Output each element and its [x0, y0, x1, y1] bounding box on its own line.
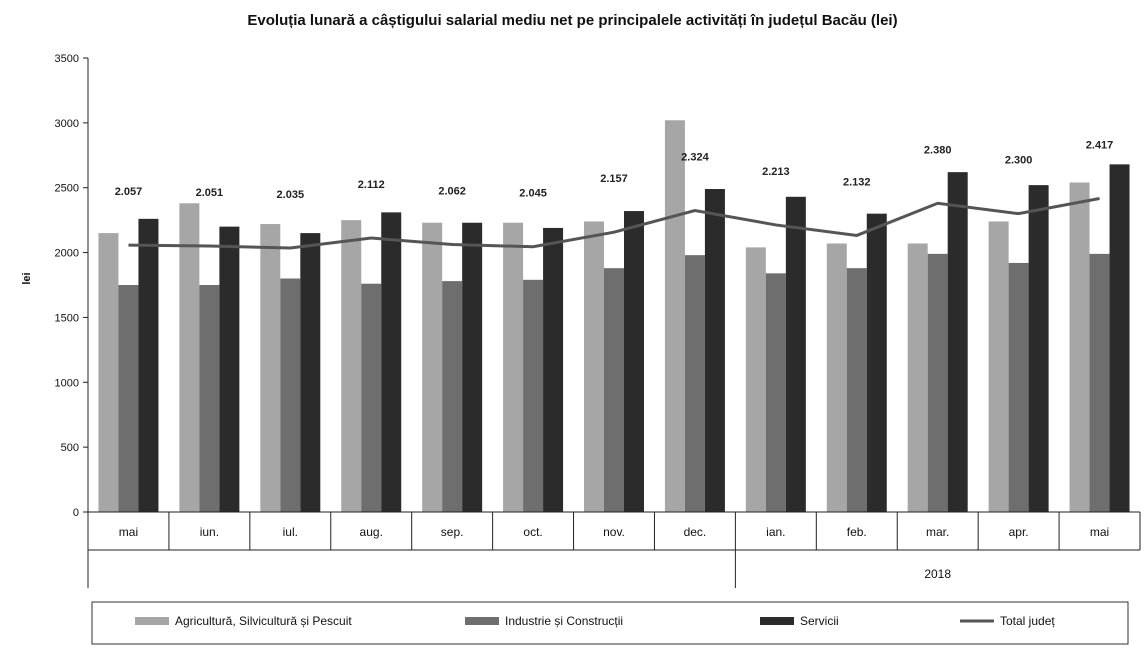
bar — [361, 283, 382, 512]
bar — [543, 227, 564, 512]
x-tick-label: nov. — [603, 525, 625, 539]
bar — [260, 224, 281, 512]
legend-box — [91, 601, 1129, 645]
bar — [1069, 182, 1090, 513]
bar — [219, 226, 240, 512]
bar — [300, 233, 321, 512]
bar — [604, 268, 624, 512]
bar — [907, 243, 928, 512]
bar — [927, 253, 948, 512]
bar — [584, 221, 604, 512]
legend-label: Industrie și Construcții — [505, 614, 623, 628]
bar — [684, 255, 705, 512]
data-label: 2.157 — [600, 173, 628, 185]
data-label: 2.051 — [196, 187, 224, 199]
bar — [1109, 164, 1130, 512]
bar — [98, 233, 119, 512]
data-label: 2.112 — [358, 179, 385, 191]
x-tick-label: mar. — [926, 525, 949, 539]
bar — [846, 268, 867, 512]
bar — [422, 222, 443, 513]
x-tick-label: mai — [119, 525, 138, 539]
y-tick-label: 1500 — [55, 312, 79, 324]
bar — [381, 212, 402, 513]
x-tick-label: iul. — [283, 525, 298, 539]
data-label: 2.057 — [115, 186, 143, 198]
year-label: 2018 — [924, 567, 951, 581]
bar — [1028, 185, 1049, 512]
total-line-group: 2.057 2.051 2.035 2.112 2.062 2.045 2.157 2.324… — [115, 139, 1114, 250]
bar — [704, 189, 725, 513]
data-label: 2.213 — [762, 166, 790, 178]
data-label: 2.324 — [681, 152, 709, 164]
legend: Agricultură, Silvicultură și Pescuit Indu… — [91, 601, 1129, 645]
bar — [1089, 253, 1110, 512]
x-tick-label: oct. — [523, 525, 542, 539]
data-label: 2.045 — [519, 188, 547, 200]
x-tick-label: ian. — [766, 525, 785, 539]
y-tick-label: 3000 — [55, 118, 79, 130]
data-label: 2.062 — [438, 186, 466, 198]
bar — [785, 196, 806, 512]
bar — [765, 273, 786, 512]
y-tick-label: 3500 — [55, 53, 79, 65]
bar — [442, 281, 463, 512]
data-label: 2.035 — [277, 189, 305, 201]
x-tick-label: sep. — [441, 525, 464, 539]
bar — [199, 285, 220, 512]
legend-label: Agricultură, Silvicultură și Pescuit — [175, 614, 352, 628]
bar — [179, 203, 200, 512]
bar — [462, 222, 483, 513]
bar — [503, 222, 524, 513]
bar — [624, 211, 644, 512]
bar — [826, 243, 847, 512]
bar — [745, 247, 766, 512]
x-tick-label: feb. — [847, 525, 867, 539]
legend-swatch — [465, 617, 499, 625]
chart-title: Evoluția lunară a câștigului salarial me… — [247, 12, 898, 29]
bar — [1008, 262, 1029, 512]
bar — [341, 220, 362, 512]
x-tick-label: iun. — [200, 525, 219, 539]
data-label: 2.380 — [924, 144, 952, 156]
y-axis-label: lei — [21, 272, 33, 284]
legend-label: Total județ — [1000, 614, 1055, 628]
bar — [523, 279, 544, 512]
data-label: 2.300 — [1005, 155, 1033, 167]
bar — [988, 221, 1009, 512]
data-label: 2.132 — [843, 176, 871, 188]
y-tick-label: 0 — [73, 507, 79, 519]
x-tick-label: dec. — [684, 525, 707, 539]
x-tick-label: mai — [1090, 525, 1109, 539]
x-axis: mai iun. iul. aug. sep. oct. nov. dec. ian. feb. m… — [87, 511, 1141, 588]
bar — [280, 278, 301, 512]
legend-swatch — [135, 617, 169, 625]
bar — [118, 285, 139, 512]
x-tick-label: apr. — [1009, 525, 1029, 539]
bar — [866, 213, 887, 512]
data-label: 2.417 — [1086, 139, 1114, 151]
legend-label: Servicii — [800, 614, 839, 628]
y-tick-label: 2500 — [55, 183, 79, 195]
bar — [664, 120, 685, 513]
y-tick-label: 1000 — [55, 377, 79, 389]
x-tick-label: aug. — [360, 525, 383, 539]
bar — [138, 218, 159, 513]
y-tick-label: 2000 — [55, 248, 79, 260]
y-tick-label: 500 — [61, 442, 79, 454]
bar — [947, 172, 968, 513]
legend-swatch — [760, 617, 794, 625]
y-axis: 0 500 1000 1500 2000 2500 3000 3500 — [55, 53, 89, 519]
total-line — [128, 197, 1100, 250]
